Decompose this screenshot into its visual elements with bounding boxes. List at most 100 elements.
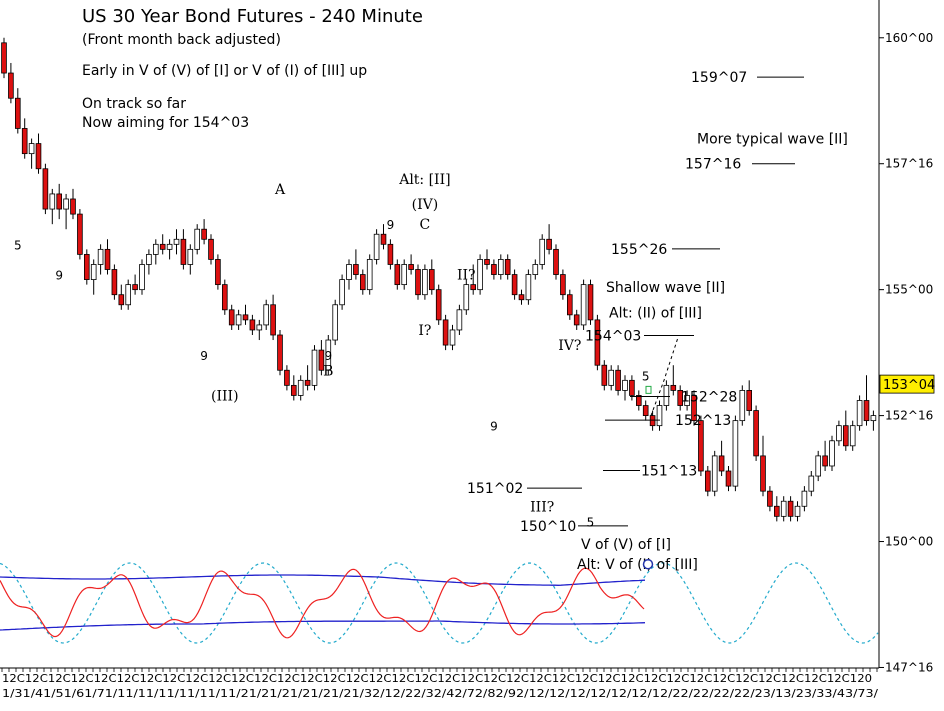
candle-body <box>677 390 683 406</box>
candle-body <box>21 128 28 155</box>
candle-body <box>856 400 863 427</box>
candle-body <box>760 455 766 492</box>
current-price-label: 153^04 <box>883 378 935 393</box>
candle-body <box>822 455 828 467</box>
level-label: 155^26 <box>611 242 667 258</box>
chart-note-3: Now aiming for 154^03 <box>82 115 249 131</box>
wave-label: (III) <box>211 388 239 404</box>
chart-note-1: Early in V of (V) of [I] or V of (I) of … <box>82 63 367 79</box>
level-label: Shallow wave [II] <box>606 280 725 296</box>
candle-body <box>256 324 263 331</box>
candle-body <box>504 259 511 275</box>
candle-body <box>284 369 290 386</box>
candle-body <box>580 284 587 326</box>
candle-body <box>173 238 180 245</box>
level-label: Alt: V of (I) of [III] <box>577 557 698 573</box>
candle-body <box>870 415 877 422</box>
candle-body <box>594 319 601 366</box>
candle-body <box>14 97 21 129</box>
candle-body <box>228 309 235 326</box>
candle-body <box>511 274 518 296</box>
wave-label: C <box>420 217 431 233</box>
chart-subtitle: (Front month back adjusted) <box>82 32 281 48</box>
wave-label: 9 <box>324 349 332 363</box>
wave-label: 5 <box>14 238 22 252</box>
indicator-lower-band <box>0 620 646 631</box>
candle-body <box>435 289 442 321</box>
candle-body <box>663 384 670 406</box>
candle-body <box>35 143 42 170</box>
candle-body <box>180 238 187 265</box>
candle-body <box>339 279 345 306</box>
candle-body <box>622 379 628 391</box>
candle-body <box>525 274 532 301</box>
candle-body <box>318 349 325 371</box>
candle-body <box>463 284 470 311</box>
candle-body <box>215 259 221 286</box>
wave-marker <box>642 558 654 570</box>
candle-body <box>642 405 649 416</box>
candle-body <box>684 395 690 406</box>
candle-body <box>270 304 276 336</box>
candle-body <box>56 193 62 210</box>
candle-body <box>767 490 773 507</box>
candle-body <box>325 339 332 371</box>
candle-body <box>636 395 642 406</box>
candle-body <box>28 143 35 155</box>
x-axis-row1: 12C12C12C12C12C12C12C12C12C12C12C12C12C1… <box>2 672 872 685</box>
candle-body <box>732 420 739 487</box>
wave-label: Alt: [II] <box>398 172 450 188</box>
x-axis-row2: 1/31/41/51/61/71/11/11/11/11/11/11/21/21… <box>2 687 878 700</box>
candle-body <box>49 193 56 210</box>
candle-body <box>780 500 787 517</box>
candle-body <box>111 269 118 296</box>
candle-body <box>808 475 815 492</box>
candle-body <box>477 259 483 291</box>
chart-title: US 30 Year Bond Futures - 240 Minute <box>82 6 423 27</box>
candle-body <box>711 455 718 492</box>
level-label: Alt: (II) of [III] <box>609 305 702 321</box>
candle-body <box>332 304 338 341</box>
candle-body <box>353 264 359 275</box>
chart-note-2: On track so far <box>82 96 186 112</box>
candle-body <box>615 369 621 391</box>
wave-label: 9 <box>490 420 498 434</box>
candle-body <box>249 319 256 331</box>
candle-body <box>539 238 545 265</box>
candle-body <box>401 264 407 286</box>
candle-body <box>497 259 504 275</box>
wave-label: IV? <box>558 338 581 354</box>
candle-body <box>442 319 449 346</box>
candle-body <box>366 259 373 291</box>
candle-body <box>863 400 870 422</box>
candle-body <box>843 425 849 447</box>
candle-body <box>794 505 801 517</box>
candle-body <box>208 238 214 260</box>
candle-body <box>560 274 566 296</box>
candle-body <box>718 455 725 472</box>
candle-body <box>849 425 856 447</box>
y-tick-label: 150^00 <box>885 535 933 549</box>
candle-body <box>1 42 7 74</box>
candle-body <box>705 470 711 492</box>
wave-label: 9 <box>200 349 208 363</box>
candle-body <box>63 198 69 210</box>
candle-body <box>311 349 318 386</box>
level-label: V of (V) of [I] <box>581 537 671 553</box>
candle-body <box>346 264 352 280</box>
candle-body <box>42 168 49 210</box>
candle-body <box>118 294 125 306</box>
level-label: 150^10 <box>520 519 576 535</box>
current-price-tag <box>879 374 935 394</box>
candle-body <box>691 395 697 422</box>
wave-label: 5 <box>587 515 595 529</box>
candle-body <box>491 264 497 275</box>
wave-label: A <box>274 182 286 198</box>
level-label: 152^28 <box>681 389 737 405</box>
wave-label: 5 <box>642 369 650 383</box>
level-label: 151^13 <box>641 464 697 480</box>
candle-body <box>415 269 421 296</box>
y-tick-label: 160^00 <box>885 31 933 45</box>
